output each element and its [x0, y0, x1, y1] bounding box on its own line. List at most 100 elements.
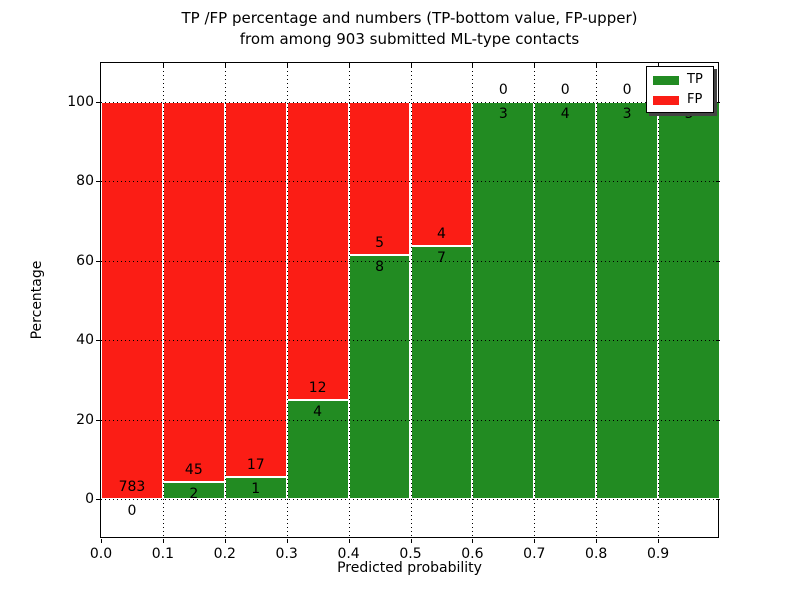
y-tick-label: 20 — [76, 411, 94, 428]
bar-segment-tp — [348, 254, 411, 499]
x-tick-top — [658, 63, 660, 67]
bar-segment-fp — [162, 102, 225, 483]
gridline-vertical — [596, 63, 598, 539]
bar-label-fp: 783 — [118, 479, 146, 495]
x-tick — [658, 539, 660, 543]
x-axis-label: Predicted probability — [337, 560, 482, 576]
bar-label-tp: 8 — [375, 258, 384, 275]
x-tick-top — [534, 63, 536, 67]
bar-label-tp: 0 — [127, 503, 137, 519]
gridline-vertical — [472, 63, 474, 539]
y-tick-right — [716, 181, 720, 183]
x-tick-top — [348, 63, 350, 67]
bar-label-fp: 4 — [436, 226, 446, 243]
bar-label-fp: 5 — [375, 234, 384, 251]
y-tick — [96, 419, 100, 421]
bar-label-fp: 0 — [560, 82, 570, 98]
y-tick-right — [716, 340, 720, 342]
gridline-horizontal — [101, 340, 720, 342]
bar-segment-tp — [472, 102, 535, 499]
x-tick — [410, 539, 412, 543]
y-tick-label: 0 — [85, 491, 94, 507]
bar-label-fp: 0 — [622, 82, 632, 98]
y-tick-label: 60 — [76, 252, 94, 269]
bar-label-tp: 7 — [436, 250, 446, 267]
legend-row-fp: FP — [653, 92, 707, 108]
gridline-horizontal — [101, 181, 720, 183]
y-axis-label: Percentage — [29, 260, 45, 340]
x-tick-label: 0.8 — [585, 546, 608, 562]
bar-label-tp: 2 — [189, 486, 199, 503]
bar-label-tp: 5 — [684, 106, 694, 122]
x-tick-top — [224, 63, 226, 67]
bar-segment-tp — [658, 102, 720, 499]
bar-label-tp: 1 — [251, 480, 261, 497]
gridline-vertical — [348, 63, 350, 539]
x-tick — [101, 539, 102, 543]
y-tick-label: 100 — [67, 94, 94, 110]
x-tick — [348, 539, 350, 543]
gridline-horizontal — [101, 419, 720, 421]
gridline-vertical — [410, 63, 412, 539]
bar-segment-tp — [534, 102, 597, 499]
y-tick-right — [716, 419, 720, 421]
legend-row-tp: TP — [653, 72, 707, 88]
bar-label-tp: 3 — [498, 106, 508, 122]
bar-segment-fp — [224, 102, 287, 477]
x-tick — [286, 539, 288, 543]
x-tick-label: 0.5 — [399, 546, 422, 562]
y-tick — [96, 102, 100, 103]
legend-label-fp: FP — [687, 92, 703, 107]
gridline-vertical — [162, 63, 164, 539]
x-tick-top — [596, 63, 598, 67]
chart-title-line1: TP /FP percentage and numbers (TP-bottom… — [181, 9, 638, 27]
plot-inner: 78304521711245847030403050.00.10.20.30.4… — [67, 63, 720, 562]
x-tick-label: 0.4 — [337, 546, 360, 562]
bar-label-fp: 17 — [246, 456, 265, 473]
chart-title: TP /FP percentage and numbers (TP-bottom… — [100, 8, 719, 50]
x-tick-label: 0.6 — [461, 546, 484, 562]
gridline-horizontal — [101, 102, 720, 103]
legend: TP FP — [646, 66, 714, 113]
bar-label-tp: 4 — [560, 106, 570, 122]
x-tick — [162, 539, 164, 543]
bar-segment-fp — [348, 102, 411, 255]
x-tick-top — [410, 63, 412, 67]
y-tick-label: 80 — [76, 173, 94, 190]
y-tick — [96, 260, 100, 262]
x-tick-top — [472, 63, 474, 67]
y-tick-right — [716, 499, 720, 500]
legend-swatch-fp — [653, 95, 679, 105]
y-tick — [96, 340, 100, 342]
chart-title-line2: from among 903 submitted ML-type contact… — [239, 30, 580, 48]
legend-swatch-tp — [653, 75, 679, 85]
bar-segment-fp — [286, 102, 349, 400]
bar-label-fp: 0 — [498, 82, 508, 98]
x-tick-top — [162, 63, 164, 67]
x-tick-label: 0.3 — [275, 546, 298, 562]
y-tick — [96, 499, 100, 500]
bar-label-tp: 4 — [313, 403, 323, 420]
gridline-vertical — [224, 63, 226, 539]
y-tick — [96, 181, 100, 183]
bar-segment-tp — [410, 246, 473, 499]
x-tick-label: 0.7 — [523, 546, 546, 562]
x-tick — [472, 539, 474, 543]
x-tick — [534, 539, 536, 543]
x-tick-label: 0.2 — [213, 546, 236, 562]
y-tick-right — [716, 260, 720, 262]
bar-label-fp: 12 — [308, 379, 327, 396]
gridline-vertical — [286, 63, 288, 539]
bar-segment-tp — [596, 102, 659, 499]
legend-label-tp: TP — [687, 72, 703, 87]
x-tick-label: 0.1 — [151, 546, 175, 562]
x-tick-top — [286, 63, 288, 67]
x-tick-label: 0.0 — [89, 546, 113, 562]
y-tick-label: 40 — [76, 332, 94, 349]
y-tick-right — [716, 102, 720, 103]
bar-label-fp: 45 — [184, 462, 203, 479]
x-tick — [224, 539, 226, 543]
bar-label-tp: 3 — [622, 106, 632, 122]
gridline-vertical — [658, 63, 660, 539]
